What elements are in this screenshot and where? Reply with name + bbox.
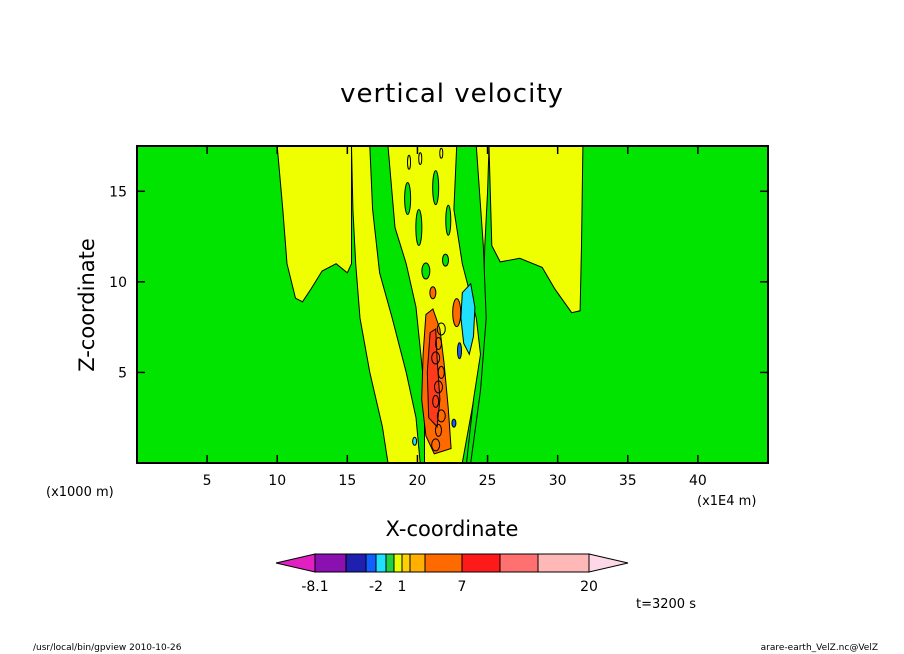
- right-plume: [488, 146, 584, 314]
- left-plume: [276, 146, 352, 303]
- core-contour-ring: [434, 336, 442, 350]
- green-gap-left: [369, 146, 425, 463]
- core-contour-ring: [433, 380, 443, 394]
- chart-title: vertical velocity: [340, 79, 564, 109]
- updraft-core-inner: [426, 328, 441, 428]
- x-unit-left: (x1000 m): [46, 485, 114, 500]
- colorbar-segment: [314, 553, 347, 573]
- yellow-thread-2: [418, 152, 423, 166]
- green-streak-1: [404, 182, 412, 216]
- downdraft-small: [457, 342, 463, 360]
- colorbar-label: -2: [369, 579, 383, 595]
- colorbar-segment: [424, 553, 463, 573]
- core-contour-ring: [431, 351, 441, 365]
- colorbar-label: 7: [458, 579, 467, 595]
- x-tick-label: 40: [689, 473, 707, 489]
- colorbar-label: 1: [398, 579, 407, 595]
- core-contour-ring: [432, 394, 440, 408]
- plot-frame: [136, 145, 769, 464]
- x-tick-label: 5: [203, 473, 212, 489]
- x-axis-label: X-coordinate: [386, 517, 519, 541]
- core-contour-ring: [436, 322, 446, 336]
- downdraft-region: [460, 282, 476, 356]
- colorbar-segment: [537, 553, 590, 573]
- green-streak-2: [415, 209, 423, 247]
- colorbar-segment: [375, 553, 387, 573]
- colorbar-segment: [345, 553, 367, 573]
- colorbar-label: -8.1: [301, 579, 328, 595]
- plot-area: 5 10 15 20 25 30 35 40 5 10 15: [109, 145, 769, 489]
- core-contour-ring: [437, 365, 445, 379]
- core-contour-ring: [436, 409, 446, 423]
- contour-field: [276, 146, 584, 463]
- footer-left: /usr/local/bin/gpview 2010-10-26: [33, 643, 182, 653]
- colorbar-high-arrow: [588, 553, 629, 573]
- green-gap-right: [453, 146, 487, 463]
- colorbar-segment: [401, 553, 411, 573]
- time-label: t=3200 s: [636, 597, 696, 612]
- colorbar-low-arrow: [275, 553, 316, 573]
- axis-ticks: 5 10 15 20 25 30 35 40 5 10 15: [109, 146, 768, 489]
- colorbar-segment: [461, 553, 501, 573]
- green-streak-3: [432, 170, 440, 206]
- colorbar: -8.1 -2 1 7 20: [275, 553, 629, 595]
- x-tick-label: 10: [268, 473, 286, 489]
- green-blob-1: [421, 262, 431, 280]
- downdraft-base: [412, 436, 418, 446]
- green-blob-2: [441, 253, 449, 267]
- y-tick-label: 5: [118, 365, 127, 381]
- colorbar-segment: [385, 553, 395, 573]
- x-tick-label: 15: [338, 473, 356, 489]
- x-tick-label: 25: [479, 473, 497, 489]
- core-contour-ring: [434, 423, 442, 437]
- core-contour-ring: [431, 438, 441, 452]
- x-tick-label: 30: [549, 473, 567, 489]
- footer-right: arare-earth_VelZ.nc@VelZ: [761, 643, 878, 653]
- x-unit-right: (x1E4 m): [697, 494, 756, 509]
- x-tick-label: 35: [619, 473, 637, 489]
- updraft-cell-upper: [452, 298, 462, 328]
- x-tick-label: 20: [409, 473, 427, 489]
- colorbar-segment: [365, 553, 377, 573]
- green-streak-4: [445, 204, 452, 236]
- downdraft-low: [451, 418, 457, 428]
- colorbar-segment: [409, 553, 426, 573]
- colorbar-segment: [393, 553, 403, 573]
- y-tick-label: 10: [109, 275, 127, 291]
- colorbar-label: 20: [580, 579, 598, 595]
- yellow-thread-3: [439, 147, 444, 159]
- updraft-cell-top: [429, 286, 437, 300]
- y-tick-label: 15: [109, 184, 127, 200]
- colorbar-segment: [499, 553, 539, 573]
- yellow-thread-1: [407, 154, 412, 170]
- y-axis-label: Z-coordinate: [75, 238, 99, 372]
